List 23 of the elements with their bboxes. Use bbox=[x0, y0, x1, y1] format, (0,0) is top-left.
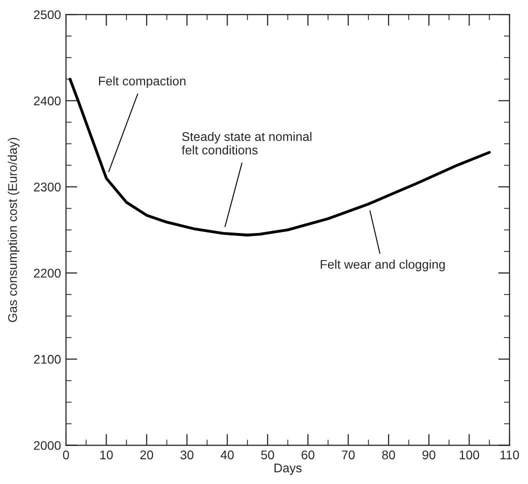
x-tick-label: 70 bbox=[342, 450, 355, 460]
y-tick-label: 2300 bbox=[34, 182, 61, 192]
x-tick-label: 50 bbox=[261, 450, 274, 460]
annotation: Steady state at nominal felt conditions bbox=[182, 132, 312, 154]
x-tick-label: 0 bbox=[63, 450, 69, 460]
x-tick-label: 100 bbox=[460, 450, 480, 460]
y-axis-title: Gas consumption cost (Euro/day) bbox=[8, 138, 20, 322]
annotation: Felt wear and clogging bbox=[320, 260, 445, 272]
x-tick-label: 40 bbox=[220, 450, 234, 460]
annotation: Felt compaction bbox=[99, 76, 186, 88]
y-tick-label: 2200 bbox=[34, 268, 61, 278]
x-tick-label: 110 bbox=[500, 450, 519, 460]
x-tick-label: 80 bbox=[382, 450, 396, 460]
y-tick-label: 2500 bbox=[34, 10, 61, 20]
x-tick-label: 10 bbox=[100, 450, 113, 460]
x-tick-label: 30 bbox=[180, 450, 194, 460]
y-tick-label: 2000 bbox=[34, 441, 61, 450]
x-axis-title: Days bbox=[274, 464, 302, 475]
x-tick-label: 20 bbox=[140, 450, 154, 460]
y-tick-label: 2100 bbox=[34, 354, 61, 364]
x-tick-label: 60 bbox=[302, 450, 314, 460]
y-tick-label: 2400 bbox=[34, 96, 61, 106]
x-tick-label: 90 bbox=[422, 450, 436, 460]
